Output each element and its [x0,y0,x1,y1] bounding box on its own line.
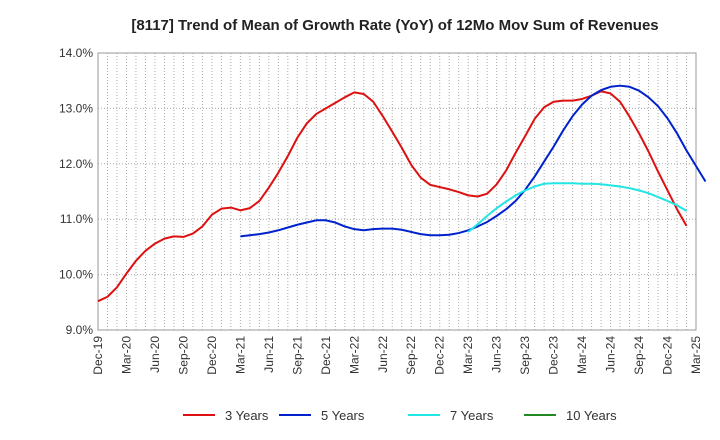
series-line-7-years [467,182,688,233]
legend-label-5-years: 5 Years [321,408,365,423]
x-axis-tick-labels: Dec-19 Mar-20 Jun-20 Sep-20 Dec-20 Mar-21 Jun-… [91,336,703,375]
x-tick-label: Sep-20 [176,336,190,375]
x-tick-label: Dec-22 [433,336,447,375]
x-tick-label: Dec-20 [205,336,219,375]
y-tick-label: 13.0% [59,101,93,115]
x-tick-label: Mar-23 [461,336,475,374]
horizontal-gridlines [98,107,696,276]
legend-label-10-years: 10 Years [566,408,617,423]
y-tick-label: 12.0% [59,157,93,171]
x-tick-label: Sep-21 [290,336,304,375]
y-tick-label: 9.0% [66,323,94,337]
y-tick-label: 11.0% [60,212,93,226]
y-axis-tick-labels: 9.0% 10.0% 11.0% 12.0% 13.0% 14.0% [59,46,93,337]
vertical-gridlines [106,53,688,330]
x-tick-label: Dec-19 [91,336,105,375]
x-tick-label: Sep-22 [404,336,418,375]
series-line-3-years [97,90,688,303]
series-lines [97,84,707,303]
y-tick-label: 10.0% [59,268,93,282]
x-tick-label: Mar-21 [233,336,247,374]
legend-label-7-years: 7 Years [450,408,494,423]
y-tick-label: 14.0% [59,46,93,60]
x-tick-label: Jun-20 [148,336,162,373]
x-tick-label: Jun-23 [490,336,504,373]
plot-area-frame [97,52,697,331]
legend-label-3-years: 3 Years [225,408,269,423]
x-tick-label: Jun-21 [262,336,276,373]
x-tick-label: Mar-22 [347,336,361,374]
x-tick-label: Sep-24 [632,336,646,375]
x-tick-label: Dec-23 [547,336,561,375]
x-tick-label: Mar-24 [575,336,589,374]
x-tick-label: Dec-24 [661,336,675,375]
x-tick-label: Jun-24 [604,336,618,373]
x-tick-label: Mar-20 [119,336,133,374]
x-tick-label: Jun-22 [376,336,390,373]
x-tick-label: Mar-25 [689,336,703,374]
x-tick-label: Sep-23 [518,336,532,375]
x-tick-label: Dec-21 [319,336,333,375]
legend: 3 Years 5 Years 7 Years 10 Years [183,408,617,423]
chart-title: [8117] Trend of Mean of Growth Rate (YoY… [131,17,658,34]
